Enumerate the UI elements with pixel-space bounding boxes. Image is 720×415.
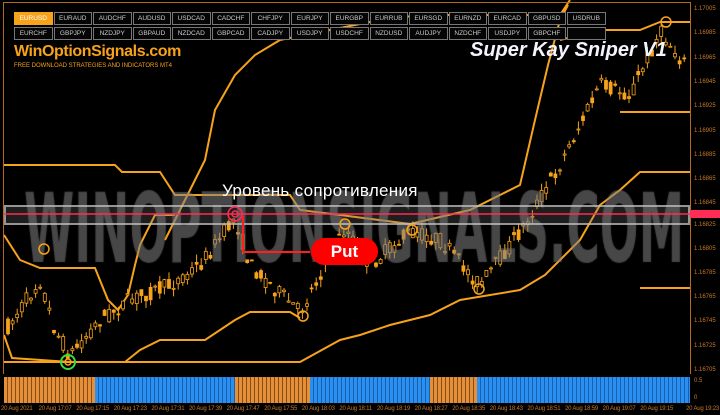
symbol-button-gbpcad[interactable]: GBPCAD [211,27,250,40]
tagline: FREE DOWNLOAD STRATEGIES AND INDICATORS … [14,63,173,69]
time-tick: 20 Aug 19:07 [602,406,636,412]
price-tick: 1.16885 [694,151,716,158]
time-tick: 20 Aug 17:31 [151,406,185,412]
symbol-button-usdchf[interactable]: USDCHF [330,27,369,40]
symbol-button-cadjpy[interactable]: CADJPY [251,27,290,40]
price-tick: 1.16985 [694,30,716,37]
price-tick: 1.16905 [694,127,716,134]
time-tick: 20 Aug 17:23 [113,406,147,412]
symbol-button-eurchf[interactable]: EURCHF [14,27,53,40]
time-tick: 20 Aug 17:15 [76,406,110,412]
buy-segment [95,377,235,403]
price-tick: 1.16945 [694,78,716,85]
symbol-button-nzdchf[interactable]: NZDCHF [448,27,487,40]
symbol-button-cadchf[interactable]: CADCHF [211,12,250,25]
symbol-button-eurgbp[interactable]: EURGBP [330,12,369,25]
symbol-buttons-row-1: EURUSD EURAUD AUDCHF AUDUSD USDCAD CADCHF CHFJ… [14,12,606,25]
time-tick: 20 Aug 17:07 [38,406,72,412]
symbol-button-eursgd[interactable]: EURSGD [409,12,448,25]
price-tick: 1.16725 [694,342,716,349]
resistance-label: Уровень сопротивления [222,181,418,200]
symbol-button-gbpjpy[interactable]: GBPJPY [53,27,92,40]
product-title: Super Kay Sniper V1 [470,39,667,61]
price-tick: 1.16865 [694,176,716,183]
price-tick: 1.16765 [694,294,716,301]
time-tick: 20 Aug 17:39 [189,406,222,412]
symbol-button-empty[interactable] [567,27,606,40]
sell-segment [235,377,310,403]
symbol-button-usdrub[interactable]: USDRUB [567,12,606,25]
pivot-marker-icon [297,310,309,322]
symbol-button-euraud[interactable]: EURAUD [53,12,92,25]
current-price-marker [690,210,720,218]
symbol-button-usdjpy[interactable]: USDJPY [488,27,527,40]
pivot-marker-icon [406,224,418,236]
symbol-button-eurjpy[interactable]: EURJPY [290,12,329,25]
symbol-buttons-row-2: EURCHF GBPJPY NZDJPY GBPAUD NZDCAD GBPCAD CADJ… [14,27,606,40]
time-tick: 20 Aug 18:11 [339,406,372,412]
price-tick: 1.16965 [694,54,716,61]
price-tick: 1.16745 [694,318,716,325]
symbol-button-nzdusd[interactable]: NZDUSD [369,27,408,40]
time-tick: 20 Aug 18:19 [377,406,410,412]
price-tick: 1.16825 [694,222,716,228]
buy-segment [310,377,430,403]
put-signal-line [242,216,310,253]
time-tick: 20 Aug 19:15 [640,406,674,412]
pivot-marker-icon [339,218,351,230]
time-tick: 20 Aug 18:43 [489,406,523,412]
price-tick: 1.16805 [694,246,716,253]
price-tick: 1.16785 [694,270,716,277]
indicator-histogram [4,377,690,403]
price-tick: 1.16845 [694,200,716,207]
pivot-marker-icon [660,16,672,28]
symbol-button-nzdjpy[interactable]: NZDJPY [93,27,132,40]
symbol-button-gbpusd[interactable]: GBPUSD [527,12,566,25]
symbol-button-gbpaud[interactable]: GBPAUD [132,27,171,40]
time-tick: 20 Aug 18:59 [565,406,598,412]
symbol-button-usdcad[interactable]: USDCAD [172,12,211,25]
symbol-button-eurrub[interactable]: EURRUB [369,12,408,25]
symbol-button-eurcad[interactable]: EURCAD [488,12,527,25]
time-tick: 20 Aug 17:55 [264,406,298,412]
price-tick: 1.17005 [694,6,716,12]
time-tick: 20 Aug 18:35 [452,406,486,412]
symbol-button-usdjpy[interactable]: USDJPY [290,27,329,40]
indicator-axis-label: 0.5 [694,378,703,384]
symbol-button-eurusd[interactable]: EURUSD [14,12,53,25]
time-tick: 20 Aug 18:03 [301,406,335,412]
put-signal-badge: Put [311,238,378,265]
resistance-band [4,205,690,225]
time-tick: 20 Aug 19:23 [686,406,719,412]
symbol-button-gbpchf[interactable]: GBPCHF [527,27,566,40]
price-tick: 1.16705 [694,366,716,373]
time-tick: 20 Aug 17:47 [226,406,260,412]
time-tick: 20 Aug 18:27 [414,406,448,412]
symbol-button-audjpy[interactable]: AUDJPY [409,27,448,40]
resistance-marker-icon [227,206,243,222]
time-tick: 20 Aug 18:51 [527,406,561,412]
sell-segment [430,377,477,403]
pivot-marker-icon [473,283,485,295]
symbol-button-audchf[interactable]: AUDCHF [93,12,132,25]
time-tick: 20 Aug 2021 [1,406,33,412]
markers [38,16,672,370]
buy-marker-icon [60,354,76,370]
symbol-button-audusd[interactable]: AUDUSD [132,12,171,25]
buy-segment [477,377,690,403]
price-tick: 1.16925 [694,103,716,110]
indicator-axis-label: 0 [694,395,698,401]
site-logo: WinOptionSignals.com [14,43,181,60]
sell-segment [4,377,95,403]
symbol-button-chfjpy[interactable]: CHFJPY [251,12,290,25]
symbol-button-eurnzd[interactable]: EURNZD [448,12,487,25]
pivot-marker-icon [38,243,50,255]
symbol-button-nzdcad[interactable]: NZDCAD [172,27,211,40]
